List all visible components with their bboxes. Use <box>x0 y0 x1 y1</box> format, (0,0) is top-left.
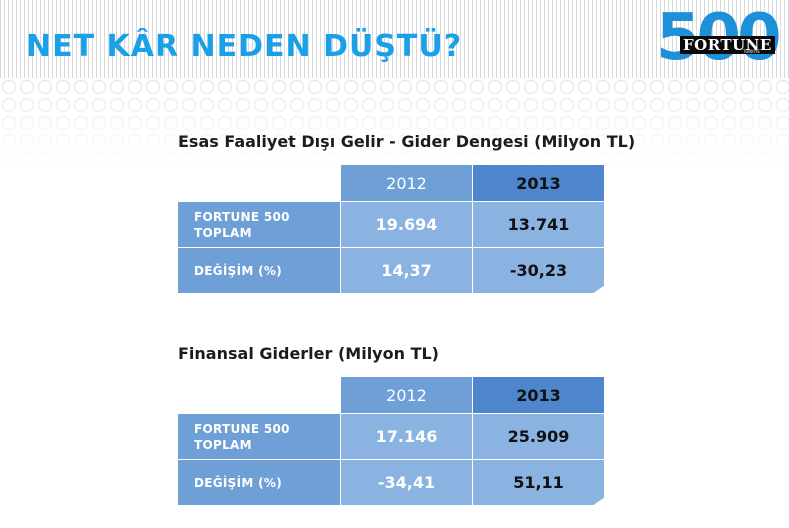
fortune-500-logo: 500 FORTUNE TÜRKİYE <box>656 6 782 72</box>
column-header-2012: 2012 <box>341 377 472 413</box>
decorative-circle-pattern <box>0 78 789 168</box>
value-2013: -30,23 <box>473 248 604 293</box>
page-title: NET KÂR NEDEN DÜŞTÜ? <box>26 29 463 64</box>
row-label: FORTUNE 500 TOPLAM <box>178 414 340 459</box>
logo-sub: TÜRKİYE <box>743 49 760 54</box>
table-title: Finansal Giderler (Milyon TL) <box>178 344 439 363</box>
header-band: NET KÂR NEDEN DÜŞTÜ? 500 FORTUNE TÜRKİYE <box>0 0 789 78</box>
row-label: DEĞİŞİM (%) <box>178 248 340 293</box>
value-2013: 51,11 <box>473 460 604 505</box>
column-header-2013: 2013 <box>473 377 604 413</box>
value-2013: 13.741 <box>473 202 604 247</box>
data-table: 2012 2013 FORTUNE 500 TOPLAM 19.694 13.7… <box>178 165 604 293</box>
row-label: DEĞİŞİM (%) <box>178 460 340 505</box>
column-header-2013: 2013 <box>473 165 604 201</box>
data-table: 2012 2013 FORTUNE 500 TOPLAM 17.146 25.9… <box>178 377 604 505</box>
logo-brand: FORTUNE <box>680 36 775 54</box>
value-2012: 17.146 <box>341 414 472 459</box>
value-2013: 25.909 <box>473 414 604 459</box>
column-header-2012: 2012 <box>341 165 472 201</box>
value-2012: -34,41 <box>341 460 472 505</box>
value-2012: 14,37 <box>341 248 472 293</box>
row-label: FORTUNE 500 TOPLAM <box>178 202 340 247</box>
value-2012: 19.694 <box>341 202 472 247</box>
table-title: Esas Faaliyet Dışı Gelir - Gider Dengesi… <box>178 132 636 151</box>
